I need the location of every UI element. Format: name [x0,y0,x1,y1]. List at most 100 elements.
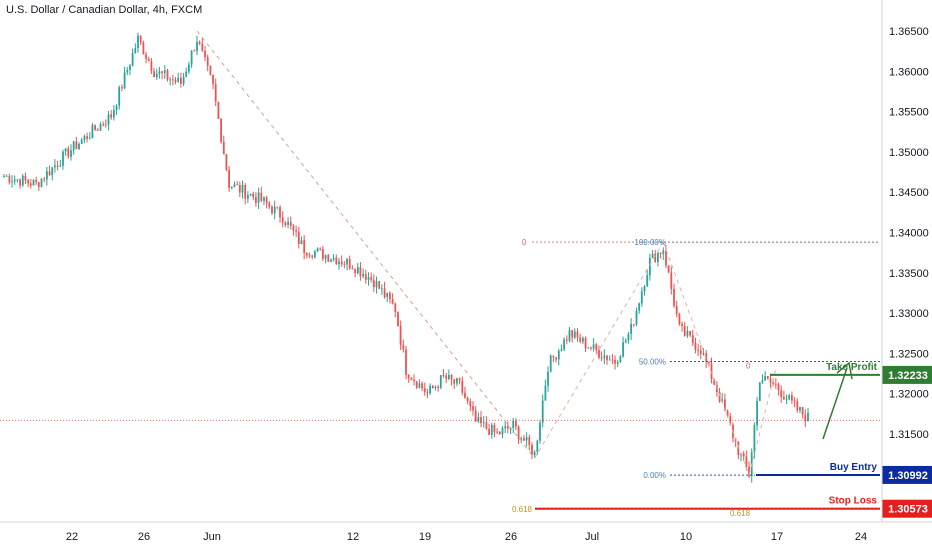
candle-body [791,395,793,401]
candle-body [606,355,608,361]
candle-body [498,432,501,434]
candle-body [571,330,574,338]
candle-body [694,342,697,350]
candle-body [394,303,397,312]
candle-body [139,35,142,43]
candle-body [193,50,196,52]
candle-body [501,428,504,435]
candle-body [324,255,327,259]
time-tick-label: 26 [505,531,517,543]
candle-body [745,456,748,467]
time-tick-label: 17 [771,531,783,543]
candle-body [748,466,750,477]
candle-body [247,195,249,199]
candle-body [667,265,670,273]
candle-body [407,374,410,379]
candle-body [228,169,230,188]
candle-body [582,337,584,342]
fib-ext-label-right: 0.618 [730,509,751,518]
candle-body [531,445,533,455]
time-tick-label: 10 [680,531,692,543]
candle-body [434,386,437,388]
candle-body [104,124,107,126]
candle-body [490,424,493,435]
candle-body [753,425,756,453]
candle-body [769,378,772,383]
candle-body [807,412,809,422]
candle-body [493,424,496,432]
candle-body [796,401,799,411]
candle-body [188,64,190,72]
candle-body [13,179,16,182]
candle-body [504,426,507,429]
time-tick-label: Jul [585,531,599,543]
pattern-leg-line [196,30,535,459]
candle-body [544,385,547,401]
candle-body [166,70,169,80]
fib-right-zero-label: 0 [746,361,751,370]
candle-body [67,148,70,157]
candle-body [362,274,364,277]
candle-body [799,407,801,411]
candle-body [766,376,769,379]
price-tick-label: 1.34000 [889,228,929,240]
candle-body [70,150,72,157]
candle-body [662,250,665,254]
candle-body [3,176,5,177]
candle-body [308,255,311,257]
candle-body [480,417,482,424]
candle-body [774,383,777,385]
candle-body [568,330,571,341]
candle-body [137,35,139,48]
candle-body [482,422,485,424]
fib-zero-label: 0 [522,238,527,247]
candle-body [683,326,686,336]
candle-body [190,50,193,65]
price-tick-label: 1.35500 [889,107,929,119]
price-tick-label: 1.33000 [889,308,929,320]
candle-body [88,138,91,139]
candle-body [469,401,472,407]
candle-body [442,375,445,376]
candle-body [64,148,67,152]
candle-body [303,240,306,253]
candle-body [523,438,525,441]
candle-body [474,410,477,422]
candle-body [145,54,147,59]
price-tick-label: 1.36000 [889,66,929,78]
candle-body [24,175,27,181]
candle-body [646,275,649,287]
candle-body [477,417,480,422]
candle-body [678,314,681,325]
candle-body [311,255,314,258]
candle-body [686,331,689,336]
candle-body [222,141,225,155]
candle-body [515,421,517,427]
candle-body [11,181,13,183]
candle-body [587,347,590,349]
candle-body [29,183,32,186]
candle-body [153,71,155,78]
candle-body [713,379,716,385]
candle-body [241,185,244,193]
candle-body [651,253,654,258]
price-tag [882,365,932,384]
candle-body [592,344,595,349]
candle-body [292,225,295,231]
candle-body [86,136,88,139]
candle-body [281,217,284,223]
candle-body [764,376,766,381]
candle-body [142,42,145,55]
candle-body [155,73,158,78]
candle-body [370,277,373,280]
candle-body [332,257,335,260]
price-tick-label: 1.35000 [889,147,929,159]
arrow-icon [836,361,853,380]
level-label: Take Profit [826,362,878,373]
time-tick-label: Jun [203,531,221,543]
candle-body [201,43,204,51]
candle-body [590,347,592,349]
candle-body [632,324,635,325]
